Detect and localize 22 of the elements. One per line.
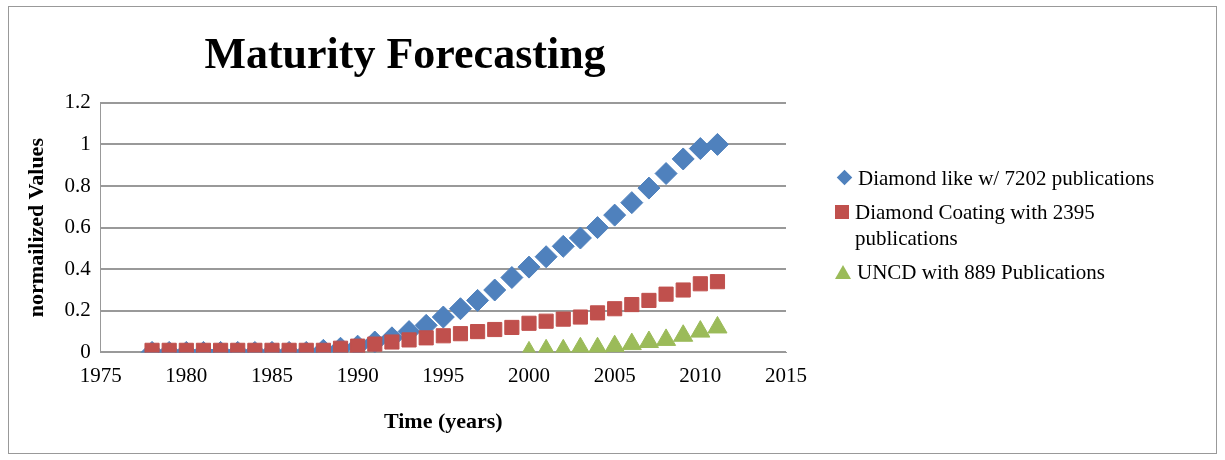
x-tick-label: 1995 xyxy=(422,362,465,387)
legend-label: Diamond Coating with 2395 publications xyxy=(855,199,1096,251)
x-tick-label: 2000 xyxy=(507,362,550,387)
y-axis-title: normailized Values xyxy=(22,137,48,318)
y-tick-label: 1.2 xyxy=(64,89,91,114)
x-tick-label: 2015 xyxy=(765,362,807,387)
y-tick-label: 0.8 xyxy=(64,172,91,197)
y-tick-label: 0.6 xyxy=(64,214,91,239)
x-tick-label: 1975 xyxy=(79,362,122,387)
x-tick-label: 1985 xyxy=(250,362,293,387)
legend-label: Diamond like w/ 7202 publications xyxy=(858,165,1155,191)
y-tick-label: 0.2 xyxy=(64,297,91,322)
y-tick-label: 1 xyxy=(80,130,91,155)
chart-title: Maturity Forecasting xyxy=(204,28,606,78)
x-tick-label: 2005 xyxy=(593,362,636,387)
y-tick-label: 0.4 xyxy=(64,255,92,280)
x-tick-label: 1980 xyxy=(165,362,208,387)
y-tick-label: 0 xyxy=(80,338,91,363)
x-tick-label: 1990 xyxy=(336,362,379,387)
legend-label: UNCD with 889 Publications xyxy=(857,259,1105,285)
x-tick-label: 2010 xyxy=(679,362,722,387)
x-axis-title: Time (years) xyxy=(383,408,503,434)
